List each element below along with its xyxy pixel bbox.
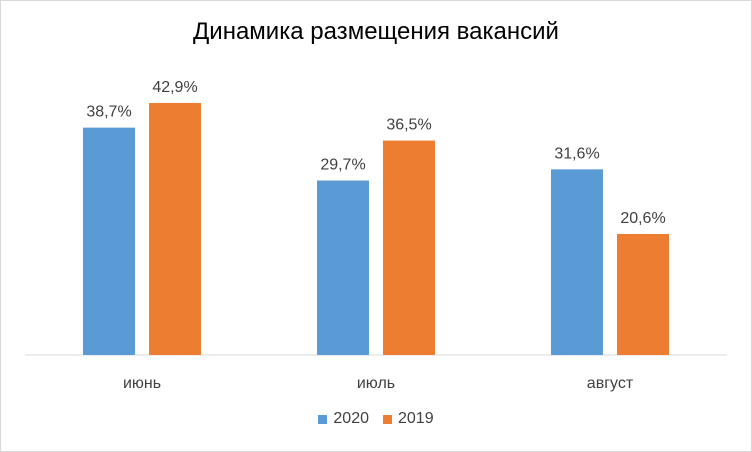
bar-2020-0 — [83, 127, 135, 355]
legend-swatch-2020 — [318, 414, 328, 424]
x-tick-label-1: июль — [357, 375, 395, 392]
bar-2019-2 — [617, 233, 669, 355]
data-label-2019-2: 20,6% — [620, 210, 665, 227]
data-label-2020-2: 31,6% — [554, 145, 599, 162]
chart-legend: 2020 2019 — [1, 410, 751, 428]
legend-swatch-2019 — [383, 414, 392, 424]
bar-2019-1 — [383, 140, 435, 355]
bar-2020-2 — [551, 169, 603, 355]
legend-label-2019: 2019 — [398, 410, 434, 427]
data-label-2020-1: 29,7% — [320, 157, 365, 174]
data-label-2019-1: 36,5% — [386, 117, 431, 134]
x-tick-label-0: июнь — [123, 375, 161, 392]
legend-item-2020: 2020 — [318, 410, 369, 428]
bar-2019-0 — [149, 102, 201, 356]
legend-item-2019: 2019 — [383, 410, 434, 428]
data-label-2019-0: 42,9% — [152, 79, 197, 96]
data-label-2020-0: 38,7% — [86, 104, 131, 121]
x-tick-label-2: август — [587, 375, 634, 392]
chart-title: Динамика размещения вакансий — [193, 18, 559, 45]
bar-2020-1 — [317, 180, 369, 355]
legend-label-2020: 2020 — [333, 410, 369, 427]
